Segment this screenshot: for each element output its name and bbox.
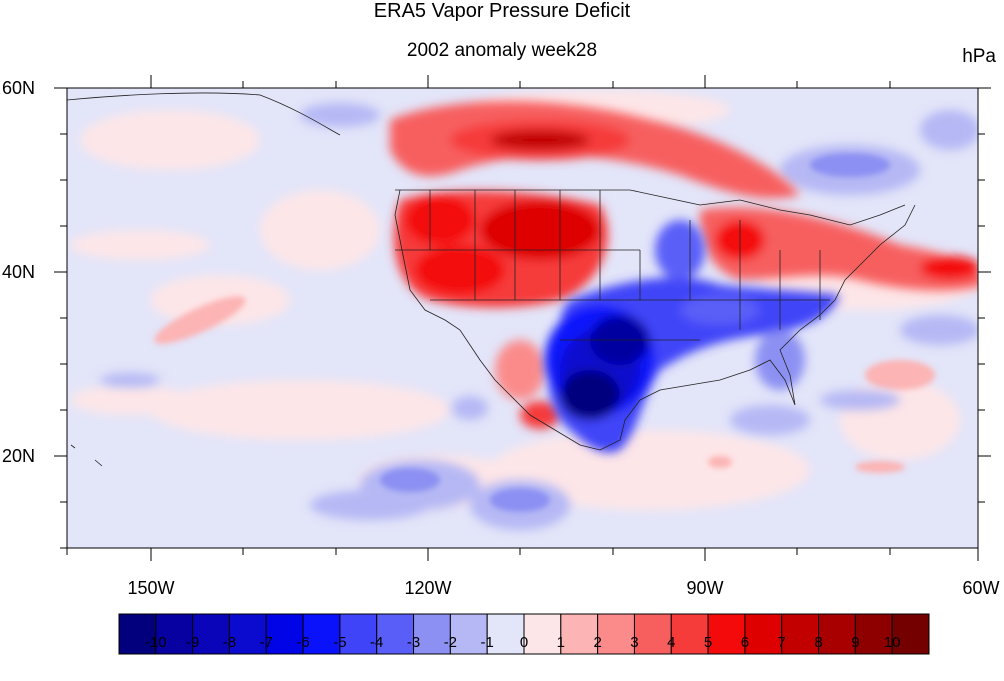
colorbar-box — [228, 613, 267, 655]
colorbar-box — [192, 613, 230, 655]
coastlines — [66, 92, 916, 467]
anomaly-field — [67, 88, 978, 548]
lon-label-120w: 120W — [404, 578, 452, 598]
axis-ticks — [54, 75, 991, 561]
lon-label-90w: 90W — [686, 578, 724, 598]
lat-label-20n: 20N — [2, 446, 36, 466]
colorbar-tick-label: -10 — [144, 634, 167, 651]
colorbar-tick-label: 8 — [814, 634, 823, 651]
lat-label-60n: 60N — [2, 78, 36, 98]
colorbar-box — [633, 613, 672, 655]
colorbar-tick-label: 0 — [519, 634, 529, 651]
units-label: hPa — [962, 46, 996, 67]
lon-label-60w: 60W — [962, 578, 1000, 598]
chart-subtitle: 2002 anomaly week28 — [406, 40, 598, 61]
colorbar-box — [376, 613, 415, 655]
colorbar-tick-label: -3 — [406, 634, 421, 651]
colorbar-tick-label: 9 — [851, 634, 860, 651]
colorbar — [118, 613, 930, 655]
colorbar-tick-label: 5 — [703, 634, 713, 651]
colorbar-tick-label: -7 — [259, 634, 273, 651]
colorbar-box — [854, 613, 893, 655]
colorbar-tick-label: 3 — [630, 634, 639, 651]
colorbar-box — [891, 613, 930, 655]
lat-label-40n: 40N — [2, 262, 36, 282]
colorbar-box — [744, 613, 783, 655]
colorbar-tick-label: -1 — [480, 634, 494, 651]
colorbar-tick-label: -5 — [333, 634, 347, 651]
colorbar-box — [339, 613, 378, 655]
colorbar-tick-label: 6 — [740, 634, 750, 651]
colorbar-tick-label: -9 — [185, 634, 200, 651]
colorbar-box — [818, 613, 856, 655]
colorbar-tick-label: 2 — [593, 634, 602, 651]
colorbar-tick-label: -4 — [370, 634, 384, 651]
colorbar-tick-label: 10 — [883, 634, 901, 651]
colorbar-box — [597, 613, 635, 655]
colorbar-tick-label: 1 — [556, 634, 565, 651]
lon-label-150w: 150W — [127, 578, 175, 598]
colorbar-box — [560, 613, 599, 655]
colorbar-box — [707, 613, 746, 655]
colorbar-box — [413, 613, 451, 655]
colorbar-tick-label: 7 — [777, 634, 786, 651]
colorbar-box — [302, 613, 341, 655]
chart-title: ERA5 Vapor Pressure Deficit — [373, 0, 631, 22]
colorbar-tick-label: 4 — [667, 634, 676, 651]
colorbar-box — [523, 613, 562, 655]
colorbar-tick-label: -6 — [296, 634, 310, 651]
colorbar-box — [118, 613, 157, 655]
colorbar-box — [670, 613, 709, 655]
colorbar-tick-label: -2 — [443, 634, 458, 651]
colorbar-tick-label: -8 — [222, 634, 237, 651]
colorbar-box — [781, 613, 820, 655]
